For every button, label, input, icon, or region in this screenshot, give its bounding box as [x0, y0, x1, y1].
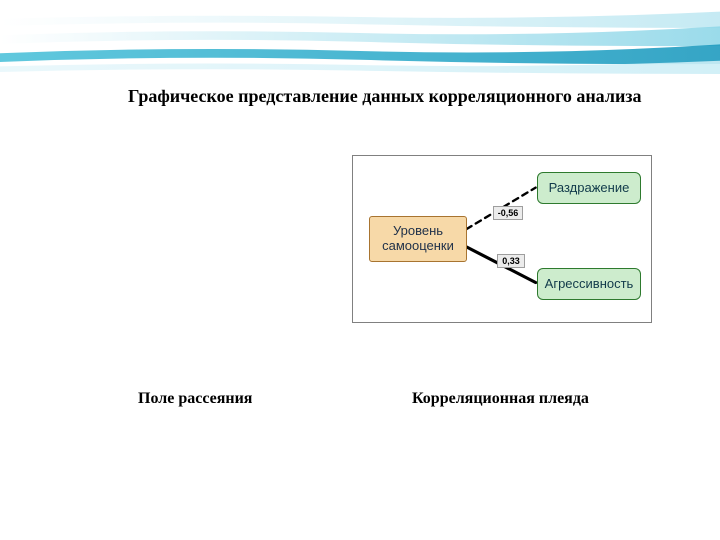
caption-scatter-field: Поле рассеяния: [138, 390, 252, 408]
correlation-diagram: Уровень самооценки Раздражение Агрессивн…: [352, 155, 652, 323]
caption-correlation-pleiad: Корреляционная плеяда: [412, 390, 589, 408]
page-title: Графическое представление данных корреля…: [128, 86, 642, 107]
edge-coef-aggression: 0,33: [497, 254, 525, 268]
node-aggression: Агрессивность: [537, 268, 641, 300]
wave-band: [0, 22, 720, 64]
node-irritation: Раздражение: [537, 172, 641, 204]
wave-band: [0, 40, 720, 82]
wave-band: [0, 8, 720, 46]
node-self-esteem: Уровень самооценки: [369, 216, 467, 262]
edge-coef-irritation: -0,56: [493, 206, 523, 220]
